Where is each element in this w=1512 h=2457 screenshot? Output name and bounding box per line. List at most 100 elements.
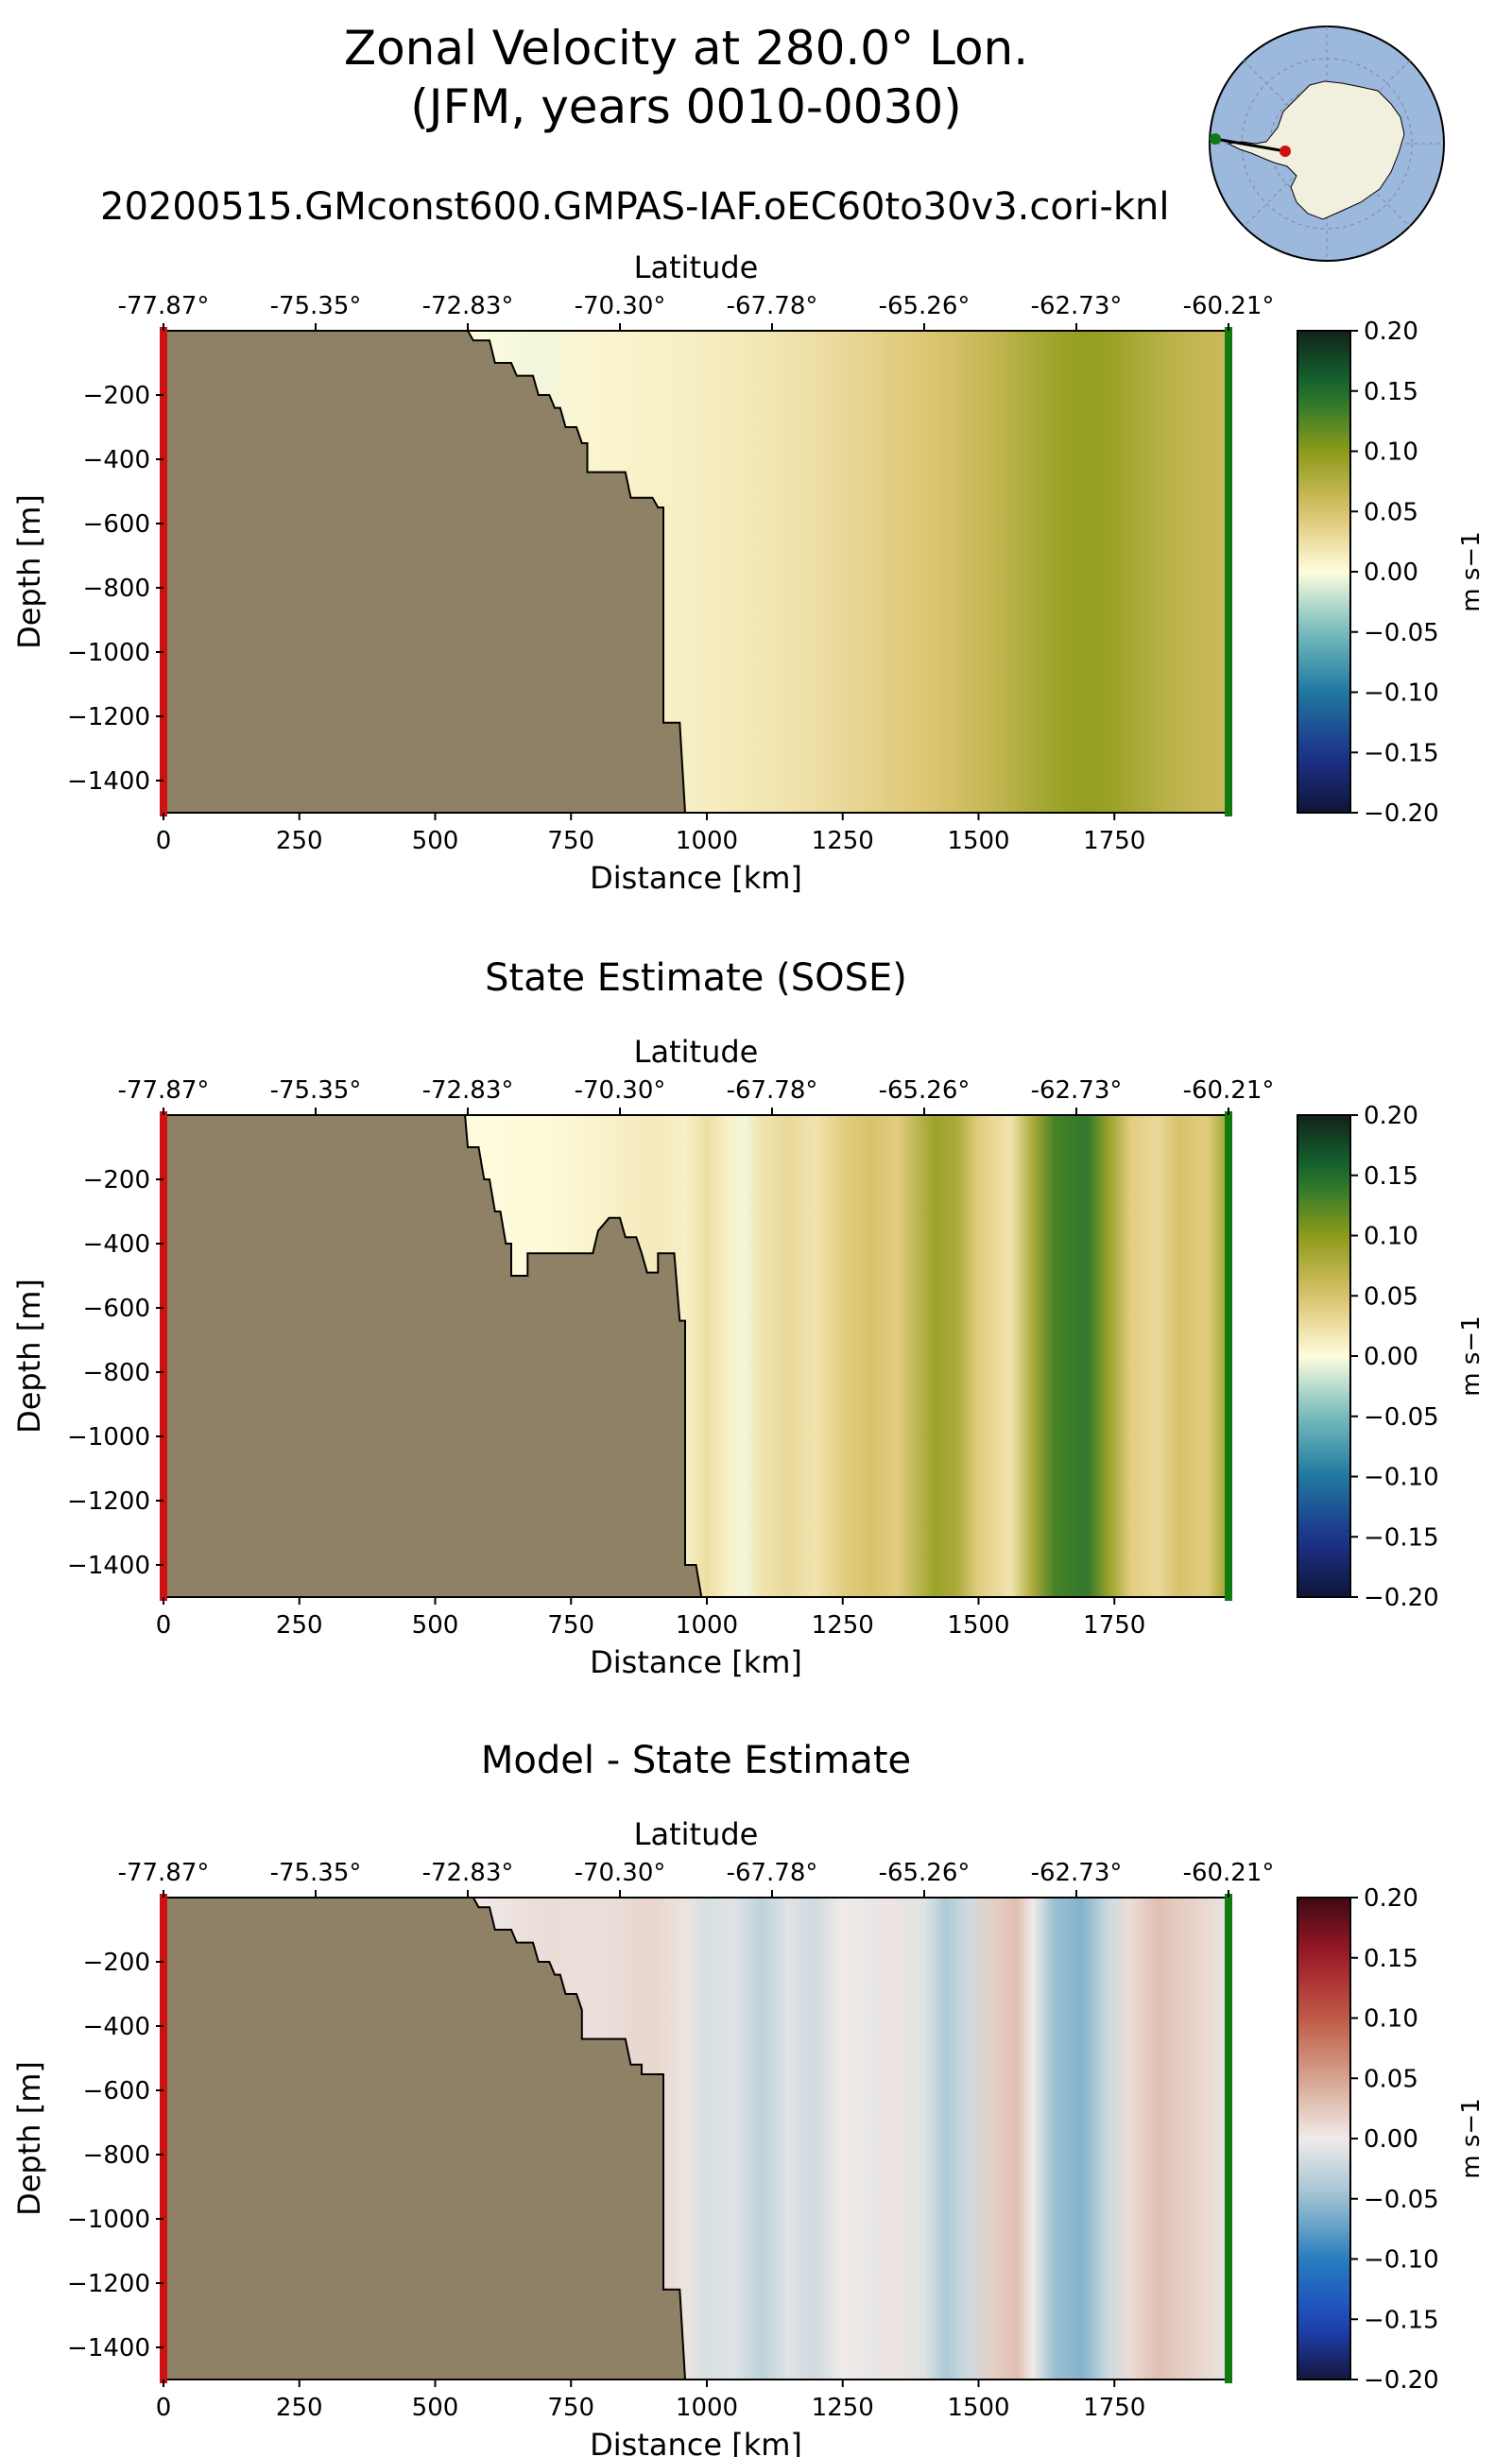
y-tick-label: −200 (83, 382, 150, 410)
transect-start-line (160, 327, 167, 816)
top-tick-label: -72.83° (422, 292, 514, 320)
top-tick-label: -77.87° (118, 292, 210, 320)
colorbar-label: m s−1 (1457, 1315, 1486, 1396)
y-tick-label: −200 (83, 1949, 150, 1977)
top-tick-label: -67.78° (727, 1859, 818, 1887)
x-tick-label: 1500 (947, 1611, 1009, 1640)
panel-2: State Estimate (SOSE) 0 250 500 750 1000 1250 1… (11, 956, 1486, 1680)
transect-start-marker (1280, 146, 1291, 157)
x-axis-label: Distance [km] (590, 860, 802, 896)
colorbar (1297, 330, 1351, 814)
top-axis-label: Latitude (634, 249, 759, 285)
top-tick-label: -70.30° (575, 1076, 666, 1105)
colorbar-tick-label: 0.10 (1364, 438, 1418, 467)
figure-title-line2: (JFM, years 0010-0030) (410, 79, 961, 134)
colorbar-tick-label: −0.10 (1364, 679, 1439, 708)
top-axis-label: Latitude (634, 1816, 759, 1852)
colorbar-tick-label: 0.05 (1364, 2065, 1418, 2093)
top-tick-label: -62.73° (1031, 292, 1123, 320)
panel-title: Model - State Estimate (481, 1739, 911, 1782)
x-tick-label: 500 (412, 1611, 459, 1640)
y-tick-label: −800 (83, 1359, 150, 1387)
x-tick-label: 250 (276, 1611, 323, 1640)
y-tick-label: −800 (83, 575, 150, 603)
top-tick-label: -75.35° (270, 292, 362, 320)
location-inset-map (1209, 26, 1445, 262)
x-tick-label: 1750 (1083, 827, 1145, 855)
antarctica-landmass (1227, 80, 1405, 220)
colorbar-label: m s−1 (1457, 531, 1486, 611)
colorbar-tick-label: 0.15 (1364, 378, 1418, 406)
y-tick-label: −1000 (67, 639, 150, 667)
y-tick-label: −1000 (67, 1423, 150, 1452)
colorbar-tick-label: 0.10 (1364, 2005, 1418, 2034)
top-tick-label: -60.21° (1183, 1076, 1275, 1105)
top-tick-label: -70.30° (575, 292, 666, 320)
x-tick-label: 750 (547, 1611, 594, 1640)
y-tick-label: −1200 (67, 703, 150, 731)
x-tick-label: 1500 (947, 2394, 1009, 2422)
x-tick-label: 1500 (947, 827, 1009, 855)
colorbar-tick-label: 0.05 (1364, 498, 1418, 526)
colorbar-tick-label: 0.15 (1364, 1162, 1418, 1191)
top-tick-label: -77.87° (118, 1076, 210, 1105)
y-tick-label: −600 (83, 2077, 150, 2105)
x-tick-label: 0 (156, 827, 172, 855)
top-axis-label: Latitude (634, 1034, 759, 1070)
colorbar-tick-label: −0.15 (1364, 739, 1439, 767)
x-tick-label: 1000 (676, 827, 738, 855)
colorbar-tick-label: −0.20 (1364, 2366, 1439, 2395)
x-tick-label: 1250 (812, 827, 874, 855)
transect-end-line (1225, 1894, 1232, 2383)
x-tick-label: 1000 (676, 1611, 738, 1640)
y-tick-label: −1400 (67, 2334, 150, 2362)
top-tick-label: -60.21° (1183, 292, 1275, 320)
colorbar-tick-label: 0.20 (1364, 318, 1418, 346)
x-tick-label: 750 (547, 827, 594, 855)
colorbar-tick-label: −0.05 (1364, 619, 1439, 647)
y-tick-label: −1200 (67, 2270, 150, 2298)
top-tick-label: -65.26° (879, 1859, 971, 1887)
colorbar-tick-label: 0.20 (1364, 1884, 1418, 1913)
colorbar-tick-label: −0.10 (1364, 2246, 1439, 2275)
top-tick-label: -67.78° (727, 1076, 818, 1105)
panel-3: Model - State Estimate 0 250 500 750 1000 1250… (11, 1739, 1486, 2457)
panel-1: 0 250 500 750 1000 1250 1500 1750 Distance [km] -… (11, 249, 1486, 896)
top-tick-label: -72.83° (422, 1076, 514, 1105)
top-tick-label: -75.35° (270, 1076, 362, 1105)
colorbar-label: m s−1 (1457, 2098, 1486, 2178)
y-tick-label: −800 (83, 2141, 150, 2170)
colorbar-tick-label: −0.15 (1364, 2306, 1439, 2334)
y-axis-label: Depth [m] (11, 2061, 47, 2216)
colorbar-tick-label: 0.10 (1364, 1223, 1418, 1251)
transect-end-line (1225, 327, 1232, 816)
colorbar-tick-label: −0.05 (1364, 2186, 1439, 2214)
top-tick-label: -67.78° (727, 292, 818, 320)
y-tick-label: −1200 (67, 1487, 150, 1516)
x-tick-label: 250 (276, 827, 323, 855)
y-tick-label: −600 (83, 1295, 150, 1323)
colorbar-tick-label: 0.05 (1364, 1282, 1418, 1311)
run-name: 20200515.GMconst600.GMPAS-IAF.oEC60to30v… (100, 185, 1169, 229)
top-tick-label: -77.87° (118, 1859, 210, 1887)
x-tick-label: 1250 (812, 2394, 874, 2422)
x-tick-label: 0 (156, 1611, 172, 1640)
y-tick-label: −1400 (67, 767, 150, 796)
y-tick-label: −400 (83, 446, 150, 474)
colorbar-tick-label: 0.20 (1364, 1102, 1418, 1130)
y-tick-label: −200 (83, 1166, 150, 1194)
transect-end-line (1225, 1111, 1232, 1601)
top-tick-label: -62.73° (1031, 1076, 1123, 1105)
transect-start-line (160, 1111, 167, 1601)
colorbar (1297, 1897, 1351, 2380)
x-tick-label: 500 (412, 2394, 459, 2422)
y-tick-label: −1000 (67, 2206, 150, 2234)
y-axis-label: Depth [m] (11, 1279, 47, 1434)
top-tick-label: -65.26° (879, 292, 971, 320)
transect-end-marker (1210, 133, 1221, 145)
colorbar-tick-label: −0.20 (1364, 799, 1439, 828)
colorbar-tick-label: −0.10 (1364, 1464, 1439, 1492)
land-mask (163, 330, 687, 814)
top-tick-label: -62.73° (1031, 1859, 1123, 1887)
